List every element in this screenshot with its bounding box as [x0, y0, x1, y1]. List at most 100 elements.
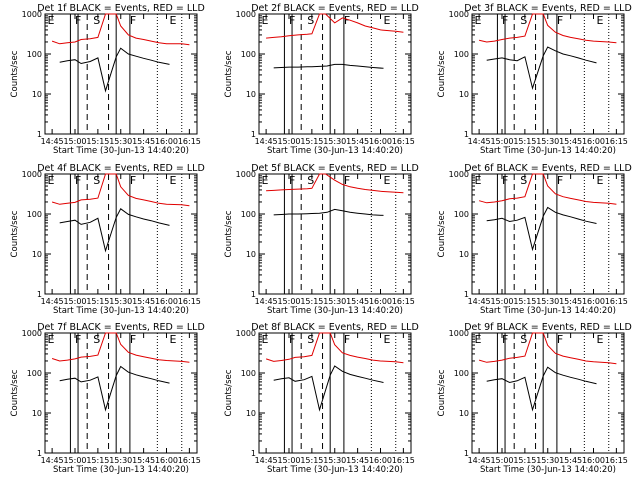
interval-marker: E	[597, 333, 604, 346]
y-tick-label: 1000	[449, 329, 469, 338]
x-axis-label: Start Time (30-Jun-13 14:40:20)	[53, 465, 189, 475]
series-line	[51, 332, 190, 363]
series-line	[59, 47, 170, 93]
interval-marker: E	[384, 14, 391, 27]
x-tick-label: 15:15	[300, 137, 323, 146]
y-axis-label: Counts/sec	[10, 369, 20, 416]
x-axis-label: Start Time (30-Jun-13 14:40:20)	[53, 306, 189, 316]
x-tick-label: 15:30	[323, 137, 346, 146]
y-axis-label: Counts/sec	[224, 369, 234, 416]
panel-title: Det 5f BLACK = Events, RED = LLD	[251, 163, 419, 174]
y-tick-label: 1	[464, 290, 469, 299]
plot-frame	[471, 13, 625, 135]
detector-panel-9: 1 10 100 1000 14:45 15:00 15:15 15:30 15:45 16:00…	[437, 322, 632, 475]
x-tick-label: 15:45	[132, 137, 155, 146]
y-tick-label: 1	[251, 449, 256, 458]
detector-panel-4: 1 10 100 1000 14:45 15:00 15:15 15:30 15:45 16:00…	[10, 163, 205, 316]
panel-title: Det 7f BLACK = Events, RED = LLD	[37, 322, 205, 333]
interval-marker: S	[520, 14, 527, 27]
panel-title: Det 4f BLACK = Events, RED = LLD	[37, 163, 205, 174]
x-tick-label: 16:15	[178, 137, 201, 146]
y-axis-label: Counts/sec	[437, 210, 447, 257]
series-line	[266, 13, 404, 39]
series-line	[59, 208, 170, 253]
x-tick-label: 15:30	[536, 297, 559, 306]
y-tick-label: 1	[251, 130, 256, 139]
y-axis-label: Counts/sec	[437, 50, 447, 97]
series-line	[59, 365, 170, 412]
y-tick-label: 1	[464, 130, 469, 139]
x-tick-label: 16:00	[155, 456, 178, 465]
x-tick-label: 16:00	[582, 456, 605, 465]
y-tick-label: 10	[459, 90, 469, 99]
y-tick-label: 100	[454, 210, 469, 219]
series-line	[478, 13, 617, 44]
y-tick-label: 100	[241, 369, 256, 378]
y-tick-label: 100	[241, 210, 256, 219]
x-tick-label: 15:45	[132, 456, 155, 465]
x-tick-label: 15:45	[346, 456, 369, 465]
x-axis-label: Start Time (30-Jun-13 14:40:20)	[480, 306, 616, 316]
x-tick-label: 14:45	[41, 297, 64, 306]
interval-marker: F	[502, 174, 508, 187]
x-axis-label: Start Time (30-Jun-13 14:40:20)	[267, 306, 403, 316]
interval-marker: F	[75, 174, 81, 187]
y-tick-label: 10	[32, 250, 42, 259]
interval-marker: F	[289, 174, 295, 187]
interval-marker: F	[344, 333, 350, 346]
panel-title: Det 1f BLACK = Events, RED = LLD	[37, 3, 205, 14]
y-axis-label: Counts/sec	[224, 210, 234, 257]
detector-panel-1: 1 10 100 1000 14:45 15:00 15:15 15:30 15:45 16:00…	[10, 3, 205, 156]
panel-title: Det 6f BLACK = Events, RED = LLD	[464, 163, 632, 174]
x-tick-label: 15:45	[559, 137, 582, 146]
x-tick-label: 16:00	[155, 137, 178, 146]
x-tick-label: 14:45	[468, 456, 491, 465]
interval-marker: E	[384, 333, 391, 346]
interval-marker: E	[48, 14, 55, 27]
interval-marker: E	[262, 14, 269, 27]
interval-marker: E	[262, 174, 269, 187]
x-tick-label: 15:00	[490, 137, 513, 146]
y-tick-label: 1000	[236, 329, 256, 338]
y-tick-label: 1000	[22, 170, 42, 179]
x-tick-label: 15:45	[346, 297, 369, 306]
x-tick-label: 16:15	[605, 456, 628, 465]
x-tick-label: 16:15	[392, 456, 415, 465]
x-tick-label: 16:15	[605, 297, 628, 306]
y-tick-label: 10	[246, 250, 256, 259]
y-tick-label: 1000	[236, 10, 256, 19]
series-line	[51, 13, 190, 46]
x-tick-label: 15:00	[63, 456, 86, 465]
x-tick-label: 15:00	[490, 456, 513, 465]
x-tick-label: 14:45	[41, 137, 64, 146]
x-tick-label: 16:00	[582, 297, 605, 306]
x-tick-label: 15:45	[346, 137, 369, 146]
interval-marker: F	[75, 14, 81, 27]
x-tick-label: 15:30	[109, 137, 132, 146]
interval-marker: E	[475, 333, 482, 346]
x-axis-label: Start Time (30-Jun-13 14:40:20)	[480, 465, 616, 475]
x-tick-label: 15:45	[559, 456, 582, 465]
y-tick-label: 1000	[449, 170, 469, 179]
y-tick-label: 1	[37, 130, 42, 139]
plot-frame	[471, 173, 625, 295]
interval-marker: S	[93, 174, 100, 187]
interval-marker: E	[597, 14, 604, 27]
interval-marker: S	[93, 14, 100, 27]
panel-title: Det 2f BLACK = Events, RED = LLD	[251, 3, 419, 14]
y-tick-label: 10	[32, 409, 42, 418]
detector-panel-8: 1 10 100 1000 14:45 15:00 15:15 15:30 15:45 16:00…	[224, 322, 419, 475]
x-tick-label: 15:15	[300, 456, 323, 465]
y-axis-label: Counts/sec	[10, 210, 20, 257]
interval-marker: F	[289, 14, 295, 27]
interval-marker: E	[170, 333, 177, 346]
interval-marker: F	[289, 333, 295, 346]
x-tick-label: 15:15	[300, 297, 323, 306]
interval-marker: F	[557, 14, 563, 27]
interval-marker: S	[520, 174, 527, 187]
series-line	[265, 332, 404, 364]
x-tick-label: 16:00	[369, 137, 392, 146]
x-tick-label: 15:45	[559, 297, 582, 306]
x-tick-label: 16:15	[178, 297, 201, 306]
